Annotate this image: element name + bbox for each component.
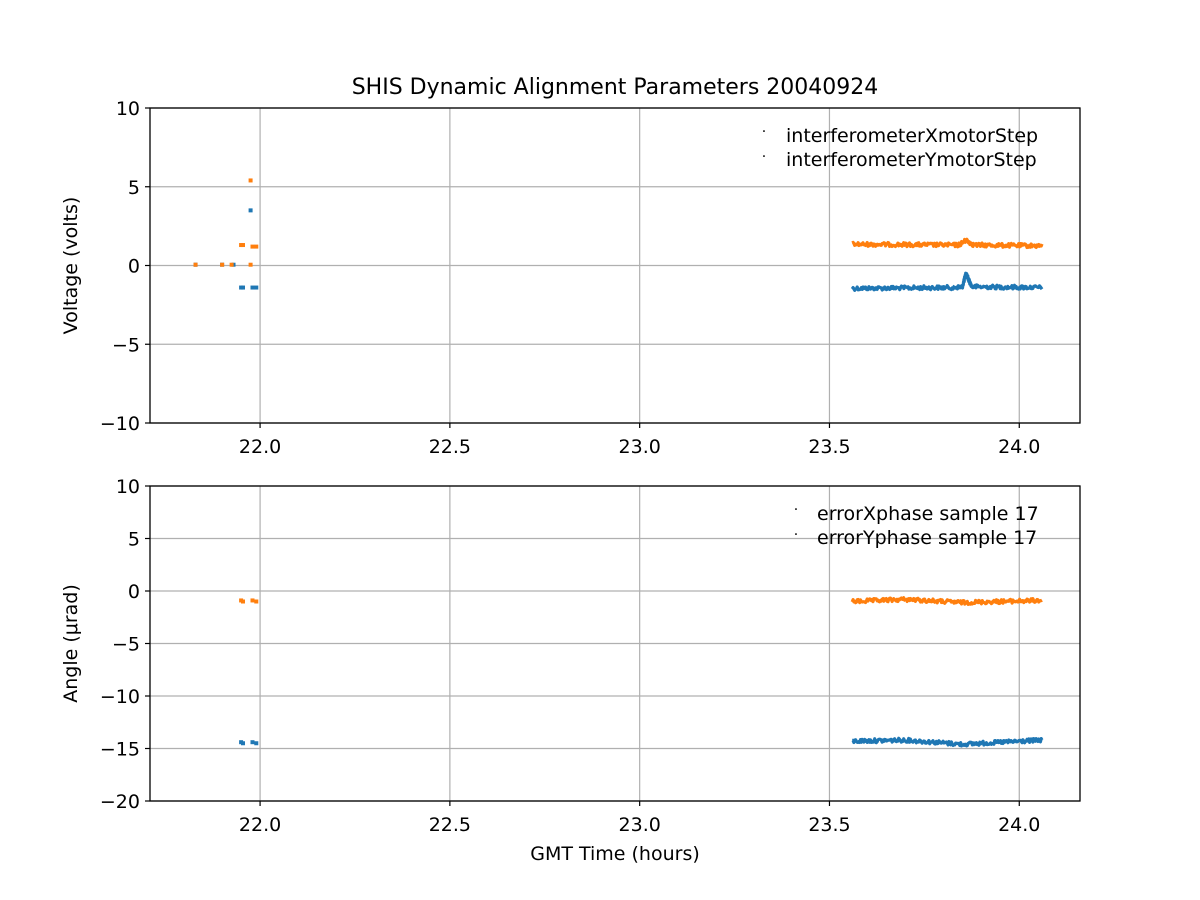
y-tick-label: 5	[128, 177, 140, 199]
data-point	[229, 262, 234, 267]
legend-label-interferometer-x: interferometerXmotorStep	[786, 125, 1038, 147]
legend-label-error-y: errorYphase sample 17	[817, 527, 1037, 549]
y-tick-label: −10	[100, 413, 140, 435]
data-point	[250, 740, 255, 745]
data-point	[254, 285, 259, 290]
data-point	[254, 599, 259, 604]
voltage-legend: · interferometerXmotorStep · interferome…	[762, 124, 1038, 171]
data-point	[250, 285, 255, 290]
y-tick-label: −5	[112, 634, 140, 656]
voltage-subplot: 22.0 22.5 23.0 23.5 24.0 10 5 0 −5 −10 Voltage (…	[60, 98, 1081, 458]
series-2	[239, 596, 1043, 607]
angle-subplot: 22.0 22.5 23.0 23.5 24.0 10 5 0 −5 −10 −15 −20 Ang…	[60, 476, 1081, 865]
data-point	[254, 741, 259, 746]
x-tick-label: 23.0	[619, 436, 661, 458]
data-band	[970, 283, 1044, 291]
y-tick-label: 0	[128, 256, 140, 278]
data-band	[850, 596, 907, 605]
x-tick-label: 22.5	[429, 436, 471, 458]
legend-marker: ·	[762, 124, 766, 140]
data-band	[850, 284, 957, 292]
angle-y-axis-label: Angle (μrad)	[60, 584, 82, 703]
y-tick-label: 10	[116, 98, 140, 120]
y-tick-label: −5	[112, 334, 140, 356]
x-tick-label: 23.0	[619, 814, 661, 836]
legend-marker: ·	[794, 502, 798, 518]
data-point	[220, 262, 225, 267]
x-tick-label: 22.0	[239, 436, 281, 458]
x-tick-label: 24.0	[998, 436, 1040, 458]
voltage-data	[193, 178, 1044, 292]
y-tick-label: −15	[100, 739, 140, 761]
y-tick-label: 10	[116, 476, 140, 498]
x-tick-label: 23.5	[808, 436, 850, 458]
data-band	[903, 736, 964, 748]
x-tick-label: 22.0	[239, 814, 281, 836]
data-band	[953, 284, 964, 291]
y-tick-label: 5	[128, 529, 140, 551]
data-band	[851, 240, 960, 249]
legend-marker: ·	[762, 149, 766, 165]
chart-title: SHIS Dynamic Alignment Parameters 200409…	[352, 75, 879, 100]
legend-label-error-x: errorXphase sample 17	[817, 503, 1039, 525]
data-point	[254, 244, 259, 249]
data-band	[964, 271, 974, 289]
data-point	[250, 244, 255, 249]
data-point	[241, 599, 245, 604]
data-point	[241, 285, 245, 290]
y-tick-label: −20	[100, 791, 140, 813]
x-tick-label: 23.5	[808, 814, 850, 836]
data-point	[248, 208, 253, 213]
series-1	[239, 736, 1044, 748]
data-point	[250, 598, 255, 603]
y-tick-label: 0	[128, 581, 140, 603]
x-tick-label: 22.5	[429, 814, 471, 836]
data-band	[972, 241, 1044, 250]
x-axis-label: GMT Time (hours)	[530, 843, 700, 865]
voltage-y-ticks: 10 5 0 −5 −10	[100, 98, 150, 435]
legend-marker: ·	[794, 527, 798, 543]
voltage-x-ticks: 22.0 22.5 23.0 23.5 24.0	[239, 423, 1040, 458]
data-point	[248, 262, 253, 267]
legend-label-interferometer-y: interferometerYmotorStep	[786, 149, 1037, 171]
angle-data	[239, 596, 1044, 748]
data-band	[851, 736, 907, 745]
data-point	[193, 262, 198, 267]
angle-y-ticks: 10 5 0 −5 −10 −15 −20	[100, 476, 150, 813]
data-point	[241, 741, 245, 746]
angle-x-ticks: 22.0 22.5 23.0 23.5 24.0	[239, 801, 1040, 836]
data-point	[248, 178, 253, 183]
series-2	[193, 178, 1044, 267]
data-band	[961, 736, 1044, 748]
data-band	[960, 597, 1043, 607]
x-tick-label: 24.0	[998, 814, 1040, 836]
voltage-y-axis-label: Voltage (volts)	[60, 197, 82, 335]
angle-legend: · errorXphase sample 17 · errorYphase sa…	[794, 502, 1039, 549]
data-band	[904, 596, 964, 606]
y-tick-label: −10	[100, 686, 140, 708]
data-point	[241, 243, 245, 248]
data-band	[964, 237, 976, 248]
